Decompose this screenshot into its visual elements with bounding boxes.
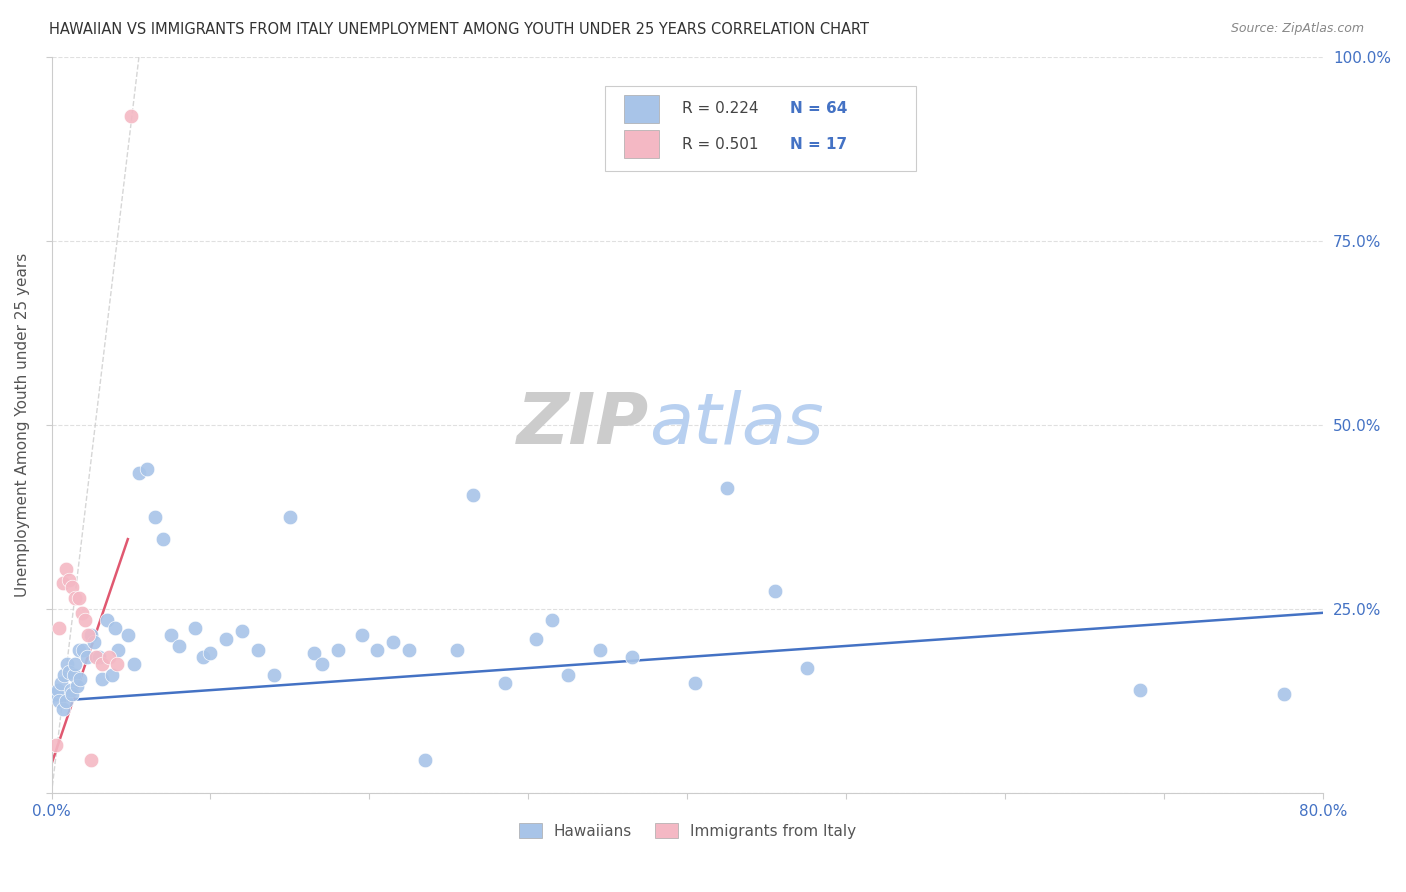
Point <box>278 510 301 524</box>
Point <box>55 694 77 708</box>
Point <box>62 668 84 682</box>
Point <box>45 739 67 753</box>
Text: atlas: atlas <box>650 391 824 459</box>
Point <box>76 650 98 665</box>
Point <box>56 657 79 672</box>
Point <box>105 657 128 672</box>
Point <box>247 642 270 657</box>
Point <box>446 642 468 657</box>
Point <box>70 606 93 620</box>
Point <box>152 532 174 546</box>
Point <box>55 561 77 575</box>
Point <box>716 481 738 495</box>
Point <box>91 672 114 686</box>
Point <box>398 642 420 657</box>
Point <box>83 635 105 649</box>
Point <box>200 646 222 660</box>
Point <box>67 591 90 605</box>
Point <box>796 661 818 675</box>
Point <box>65 591 87 605</box>
Point <box>52 701 75 715</box>
Point <box>58 665 80 679</box>
Point <box>159 628 181 642</box>
Point <box>97 650 120 665</box>
Point <box>60 580 83 594</box>
Point <box>231 624 253 639</box>
Bar <box>624 130 659 158</box>
Point <box>73 613 96 627</box>
Point <box>104 620 127 634</box>
Point <box>183 620 205 634</box>
Point <box>135 462 157 476</box>
Point <box>66 680 89 694</box>
Point <box>91 657 114 672</box>
Point <box>77 628 100 642</box>
FancyBboxPatch shape <box>605 87 917 171</box>
Point <box>763 583 786 598</box>
Point <box>49 675 72 690</box>
Point <box>302 646 325 660</box>
Point <box>311 657 333 672</box>
Point <box>59 683 82 698</box>
Point <box>143 510 166 524</box>
Point <box>413 753 436 767</box>
Point <box>72 642 94 657</box>
Point <box>541 613 564 627</box>
Point <box>382 635 405 649</box>
Point <box>557 668 579 682</box>
Point <box>263 668 285 682</box>
Point <box>89 650 111 665</box>
Point <box>122 657 145 672</box>
Point <box>167 639 190 653</box>
Point <box>45 687 67 701</box>
Text: N = 64: N = 64 <box>790 102 848 117</box>
Point <box>461 488 484 502</box>
Text: ZIP: ZIP <box>517 391 650 459</box>
Point <box>494 675 516 690</box>
Point <box>107 642 129 657</box>
Text: Source: ZipAtlas.com: Source: ZipAtlas.com <box>1230 22 1364 36</box>
Point <box>117 628 139 642</box>
Point <box>48 620 70 634</box>
Point <box>1129 683 1152 698</box>
Point <box>65 657 87 672</box>
Point <box>53 668 76 682</box>
Text: R = 0.501: R = 0.501 <box>682 136 759 152</box>
Point <box>191 650 214 665</box>
Point <box>128 466 150 480</box>
Point <box>524 632 547 646</box>
Point <box>326 642 349 657</box>
Point <box>46 683 69 698</box>
Point <box>80 753 103 767</box>
Text: R = 0.224: R = 0.224 <box>682 102 759 117</box>
Point <box>101 668 124 682</box>
Point <box>48 694 70 708</box>
Point <box>52 576 75 591</box>
Point <box>620 650 643 665</box>
Legend: Hawaiians, Immigrants from Italy: Hawaiians, Immigrants from Italy <box>513 816 862 845</box>
Point <box>120 109 142 123</box>
Point <box>67 642 90 657</box>
Text: HAWAIIAN VS IMMIGRANTS FROM ITALY UNEMPLOYMENT AMONG YOUTH UNDER 25 YEARS CORREL: HAWAIIAN VS IMMIGRANTS FROM ITALY UNEMPL… <box>49 22 869 37</box>
Point <box>96 613 118 627</box>
Point <box>589 642 612 657</box>
Y-axis label: Unemployment Among Youth under 25 years: Unemployment Among Youth under 25 years <box>15 252 30 597</box>
Point <box>80 628 103 642</box>
Point <box>685 675 707 690</box>
Bar <box>624 95 659 123</box>
Point <box>1272 687 1295 701</box>
Text: N = 17: N = 17 <box>790 136 848 152</box>
Point <box>69 672 91 686</box>
Point <box>366 642 388 657</box>
Point <box>215 632 238 646</box>
Point <box>60 687 83 701</box>
Point <box>350 628 373 642</box>
Point <box>84 650 107 665</box>
Point <box>58 573 80 587</box>
